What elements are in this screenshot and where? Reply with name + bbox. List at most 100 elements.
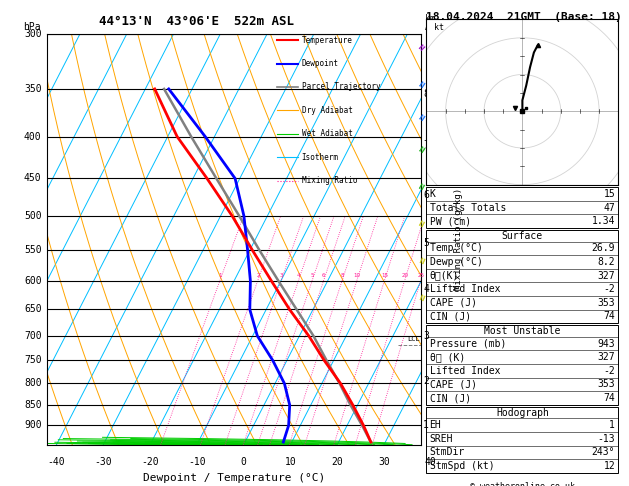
Text: 15: 15 xyxy=(603,189,615,199)
Text: Totals Totals: Totals Totals xyxy=(430,203,506,212)
Text: 20: 20 xyxy=(401,273,408,278)
Text: -2: -2 xyxy=(603,284,615,294)
Text: Mixing Ratio (g/kg): Mixing Ratio (g/kg) xyxy=(454,188,464,291)
Text: Most Unstable: Most Unstable xyxy=(484,326,560,336)
Text: 30: 30 xyxy=(378,457,390,467)
Text: 4: 4 xyxy=(423,284,429,294)
Text: 1: 1 xyxy=(610,420,615,430)
Text: 943: 943 xyxy=(598,339,615,348)
Text: 6: 6 xyxy=(423,191,429,201)
Text: 3: 3 xyxy=(280,273,283,278)
Text: 26.9: 26.9 xyxy=(592,243,615,253)
Text: -13: -13 xyxy=(598,434,615,444)
Text: 327: 327 xyxy=(598,352,615,362)
Text: 0: 0 xyxy=(241,457,247,467)
Text: -40: -40 xyxy=(48,457,65,467)
Text: Temp (°C): Temp (°C) xyxy=(430,243,482,253)
Text: 4: 4 xyxy=(297,273,301,278)
Text: StmDir: StmDir xyxy=(430,448,465,457)
Text: 6: 6 xyxy=(322,273,326,278)
Text: -20: -20 xyxy=(142,457,159,467)
Text: CAPE (J): CAPE (J) xyxy=(430,298,477,308)
Text: CIN (J): CIN (J) xyxy=(430,312,470,321)
Text: EH: EH xyxy=(430,420,442,430)
Text: -10: -10 xyxy=(188,457,206,467)
Text: SREH: SREH xyxy=(430,434,453,444)
Text: 40: 40 xyxy=(425,457,437,467)
Text: 300: 300 xyxy=(24,29,42,39)
Text: 25: 25 xyxy=(418,273,425,278)
Text: PW (cm): PW (cm) xyxy=(430,216,470,226)
Text: 850: 850 xyxy=(24,400,42,410)
Text: 8: 8 xyxy=(423,89,429,99)
Text: CIN (J): CIN (J) xyxy=(430,393,470,403)
Text: 1.34: 1.34 xyxy=(592,216,615,226)
Text: © weatheronline.co.uk: © weatheronline.co.uk xyxy=(470,482,575,486)
Text: LCL: LCL xyxy=(407,336,420,343)
Text: -2: -2 xyxy=(603,366,615,376)
Text: 243°: 243° xyxy=(592,448,615,457)
Text: 10: 10 xyxy=(284,457,296,467)
Text: ≡: ≡ xyxy=(416,217,429,229)
Text: 600: 600 xyxy=(24,276,42,286)
Text: Surface: Surface xyxy=(502,231,543,241)
Text: Lifted Index: Lifted Index xyxy=(430,284,500,294)
Text: 7: 7 xyxy=(423,140,429,150)
Text: 650: 650 xyxy=(24,305,42,314)
Text: 1: 1 xyxy=(423,419,429,430)
Text: Lifted Index: Lifted Index xyxy=(430,366,500,376)
Text: 700: 700 xyxy=(24,331,42,341)
Text: Pressure (mb): Pressure (mb) xyxy=(430,339,506,348)
Text: θᴄ (K): θᴄ (K) xyxy=(430,352,465,362)
Text: 5: 5 xyxy=(311,273,314,278)
Text: 353: 353 xyxy=(598,380,615,389)
Text: Parcel Trajectory: Parcel Trajectory xyxy=(302,83,381,91)
Text: Temperature: Temperature xyxy=(302,35,352,45)
Text: 10: 10 xyxy=(353,273,360,278)
Text: ≡: ≡ xyxy=(416,180,429,192)
Text: 44°13'N  43°06'E  522m ASL: 44°13'N 43°06'E 522m ASL xyxy=(99,15,294,28)
Text: 450: 450 xyxy=(24,174,42,184)
Text: 74: 74 xyxy=(603,393,615,403)
Text: ≡: ≡ xyxy=(416,291,429,303)
Text: 550: 550 xyxy=(24,245,42,255)
Text: ≡: ≡ xyxy=(416,40,429,53)
Text: 900: 900 xyxy=(24,420,42,431)
Text: 750: 750 xyxy=(24,355,42,365)
Text: Dewpoint: Dewpoint xyxy=(302,59,338,68)
Text: Hodograph: Hodograph xyxy=(496,408,549,417)
Text: 800: 800 xyxy=(24,379,42,388)
Text: km
ASL: km ASL xyxy=(425,14,440,32)
Text: 2: 2 xyxy=(256,273,260,278)
Text: 74: 74 xyxy=(603,312,615,321)
Text: 8: 8 xyxy=(341,273,344,278)
Text: 400: 400 xyxy=(24,132,42,141)
Text: Wet Adiabat: Wet Adiabat xyxy=(302,129,352,139)
Text: 12: 12 xyxy=(603,461,615,471)
Text: Dewp (°C): Dewp (°C) xyxy=(430,257,482,267)
Text: ≡: ≡ xyxy=(416,110,429,122)
Text: 327: 327 xyxy=(598,271,615,280)
Text: 15: 15 xyxy=(381,273,388,278)
Text: 500: 500 xyxy=(24,211,42,221)
Text: 5: 5 xyxy=(423,239,429,248)
Text: 8.2: 8.2 xyxy=(598,257,615,267)
Text: kt: kt xyxy=(434,23,444,33)
Text: Dewpoint / Temperature (°C): Dewpoint / Temperature (°C) xyxy=(143,473,325,484)
Text: Mixing Ratio: Mixing Ratio xyxy=(302,176,357,185)
Text: 18.04.2024  21GMT  (Base: 18): 18.04.2024 21GMT (Base: 18) xyxy=(426,12,622,22)
Text: Dry Adiabat: Dry Adiabat xyxy=(302,106,352,115)
Text: K: K xyxy=(430,189,435,199)
Text: 20: 20 xyxy=(331,457,343,467)
Text: ≡: ≡ xyxy=(416,77,429,89)
Text: θᴄ(K): θᴄ(K) xyxy=(430,271,459,280)
Text: Isotherm: Isotherm xyxy=(302,153,338,162)
Text: CAPE (J): CAPE (J) xyxy=(430,380,477,389)
Text: ≡: ≡ xyxy=(416,143,429,155)
Text: 3: 3 xyxy=(423,331,429,341)
Text: 2: 2 xyxy=(423,376,429,386)
Text: 47: 47 xyxy=(603,203,615,212)
Text: hPa: hPa xyxy=(23,22,40,32)
Text: 1: 1 xyxy=(218,273,222,278)
Text: -30: -30 xyxy=(94,457,112,467)
